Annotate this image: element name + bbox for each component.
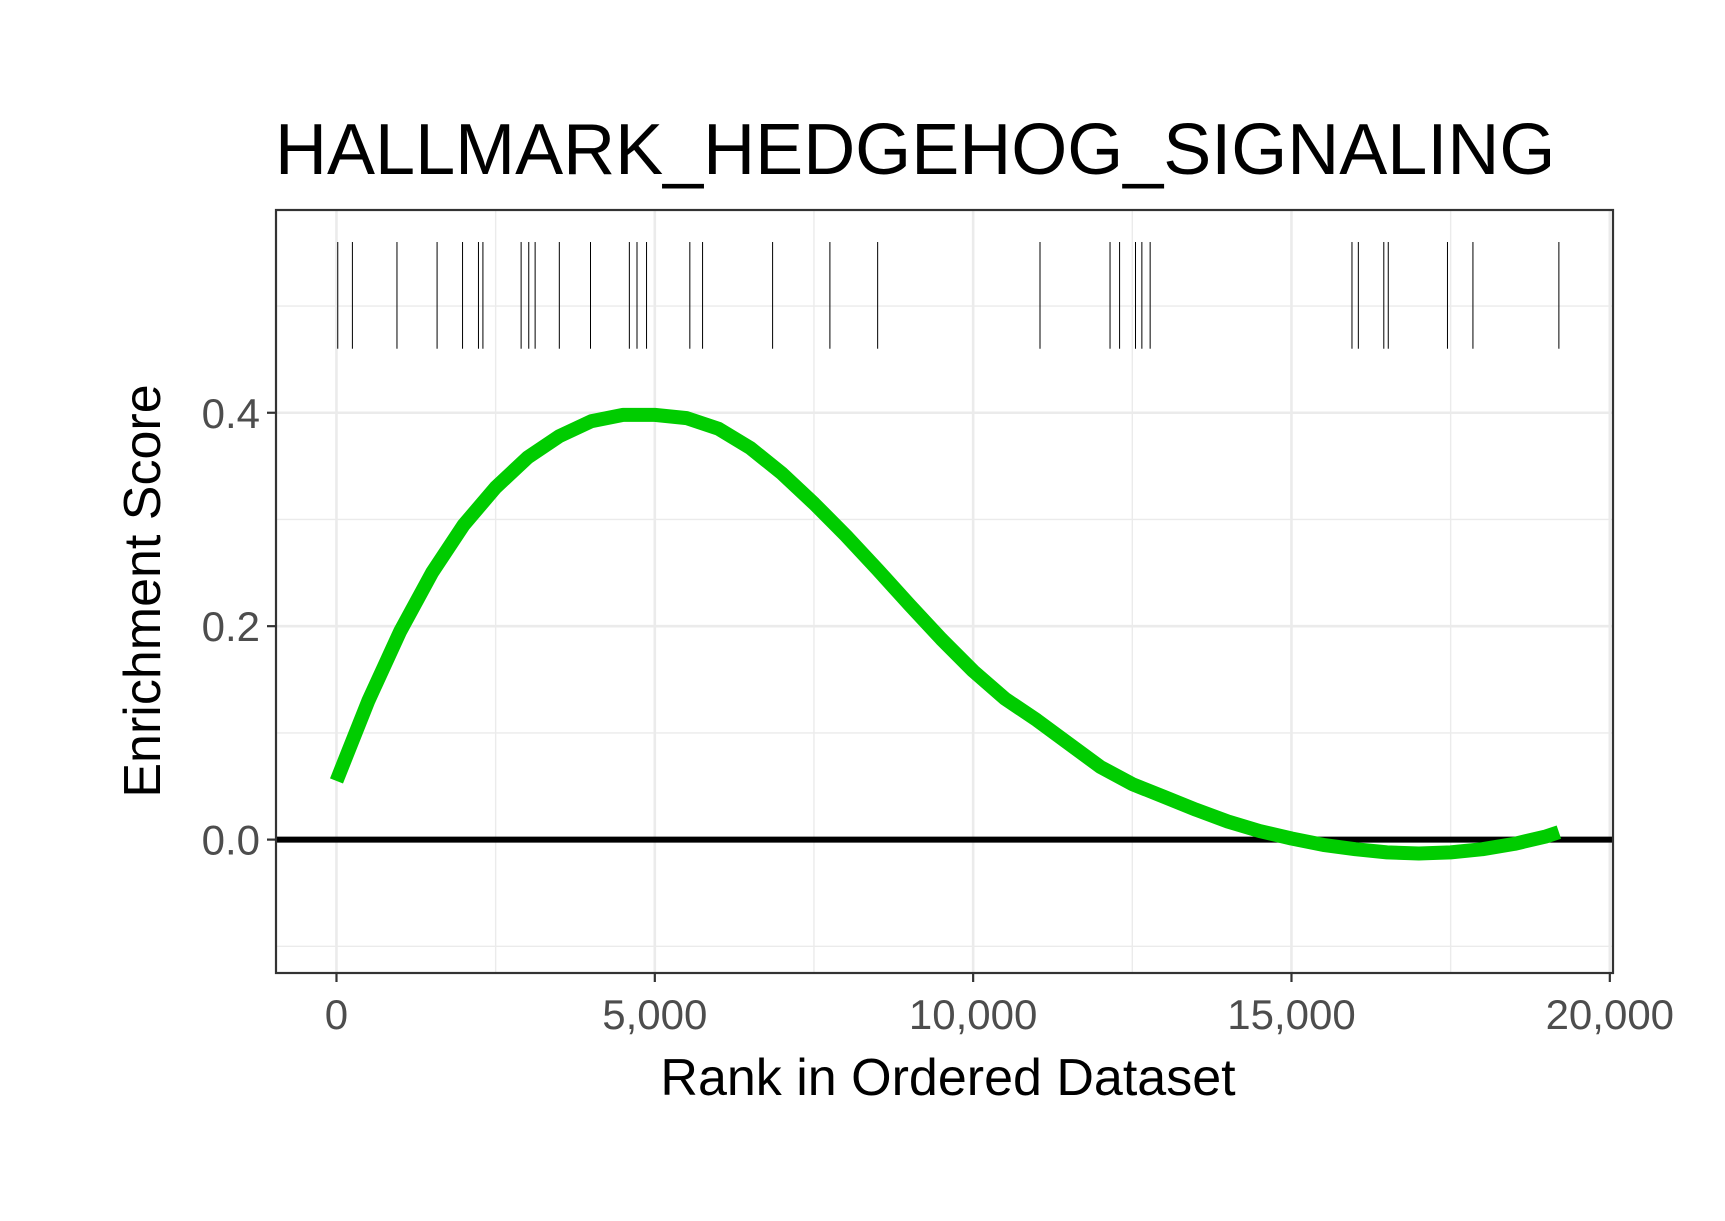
y-axis-ticks: 0.0 0.2 0.4 xyxy=(202,390,276,864)
panel-border xyxy=(274,208,1615,975)
x-tick-label: 5,000 xyxy=(602,991,707,1038)
x-axis-title: Rank in Ordered Dataset xyxy=(660,1049,1236,1107)
x-tick-label: 15,000 xyxy=(1227,991,1355,1038)
chart-title: HALLMARK_HEDGEHOG_SIGNALING xyxy=(275,110,1555,190)
x-tick-label: 10,000 xyxy=(909,991,1037,1038)
y-tick-label: 0.4 xyxy=(202,390,260,437)
y-tick-label: 0.2 xyxy=(202,603,260,650)
y-tick-label: 0.0 xyxy=(202,817,260,864)
grid-minor xyxy=(276,210,1613,973)
y-axis-title: Enrichment Score xyxy=(114,384,172,797)
enrichment-score-curve xyxy=(329,407,1562,861)
x-tick-label: 0 xyxy=(325,991,348,1038)
gene-hit-marks xyxy=(337,242,1560,349)
x-axis-ticks: 0 5,000 10,000 15,000 20,000 xyxy=(325,973,1674,1038)
x-tick-label: 20,000 xyxy=(1546,991,1674,1038)
